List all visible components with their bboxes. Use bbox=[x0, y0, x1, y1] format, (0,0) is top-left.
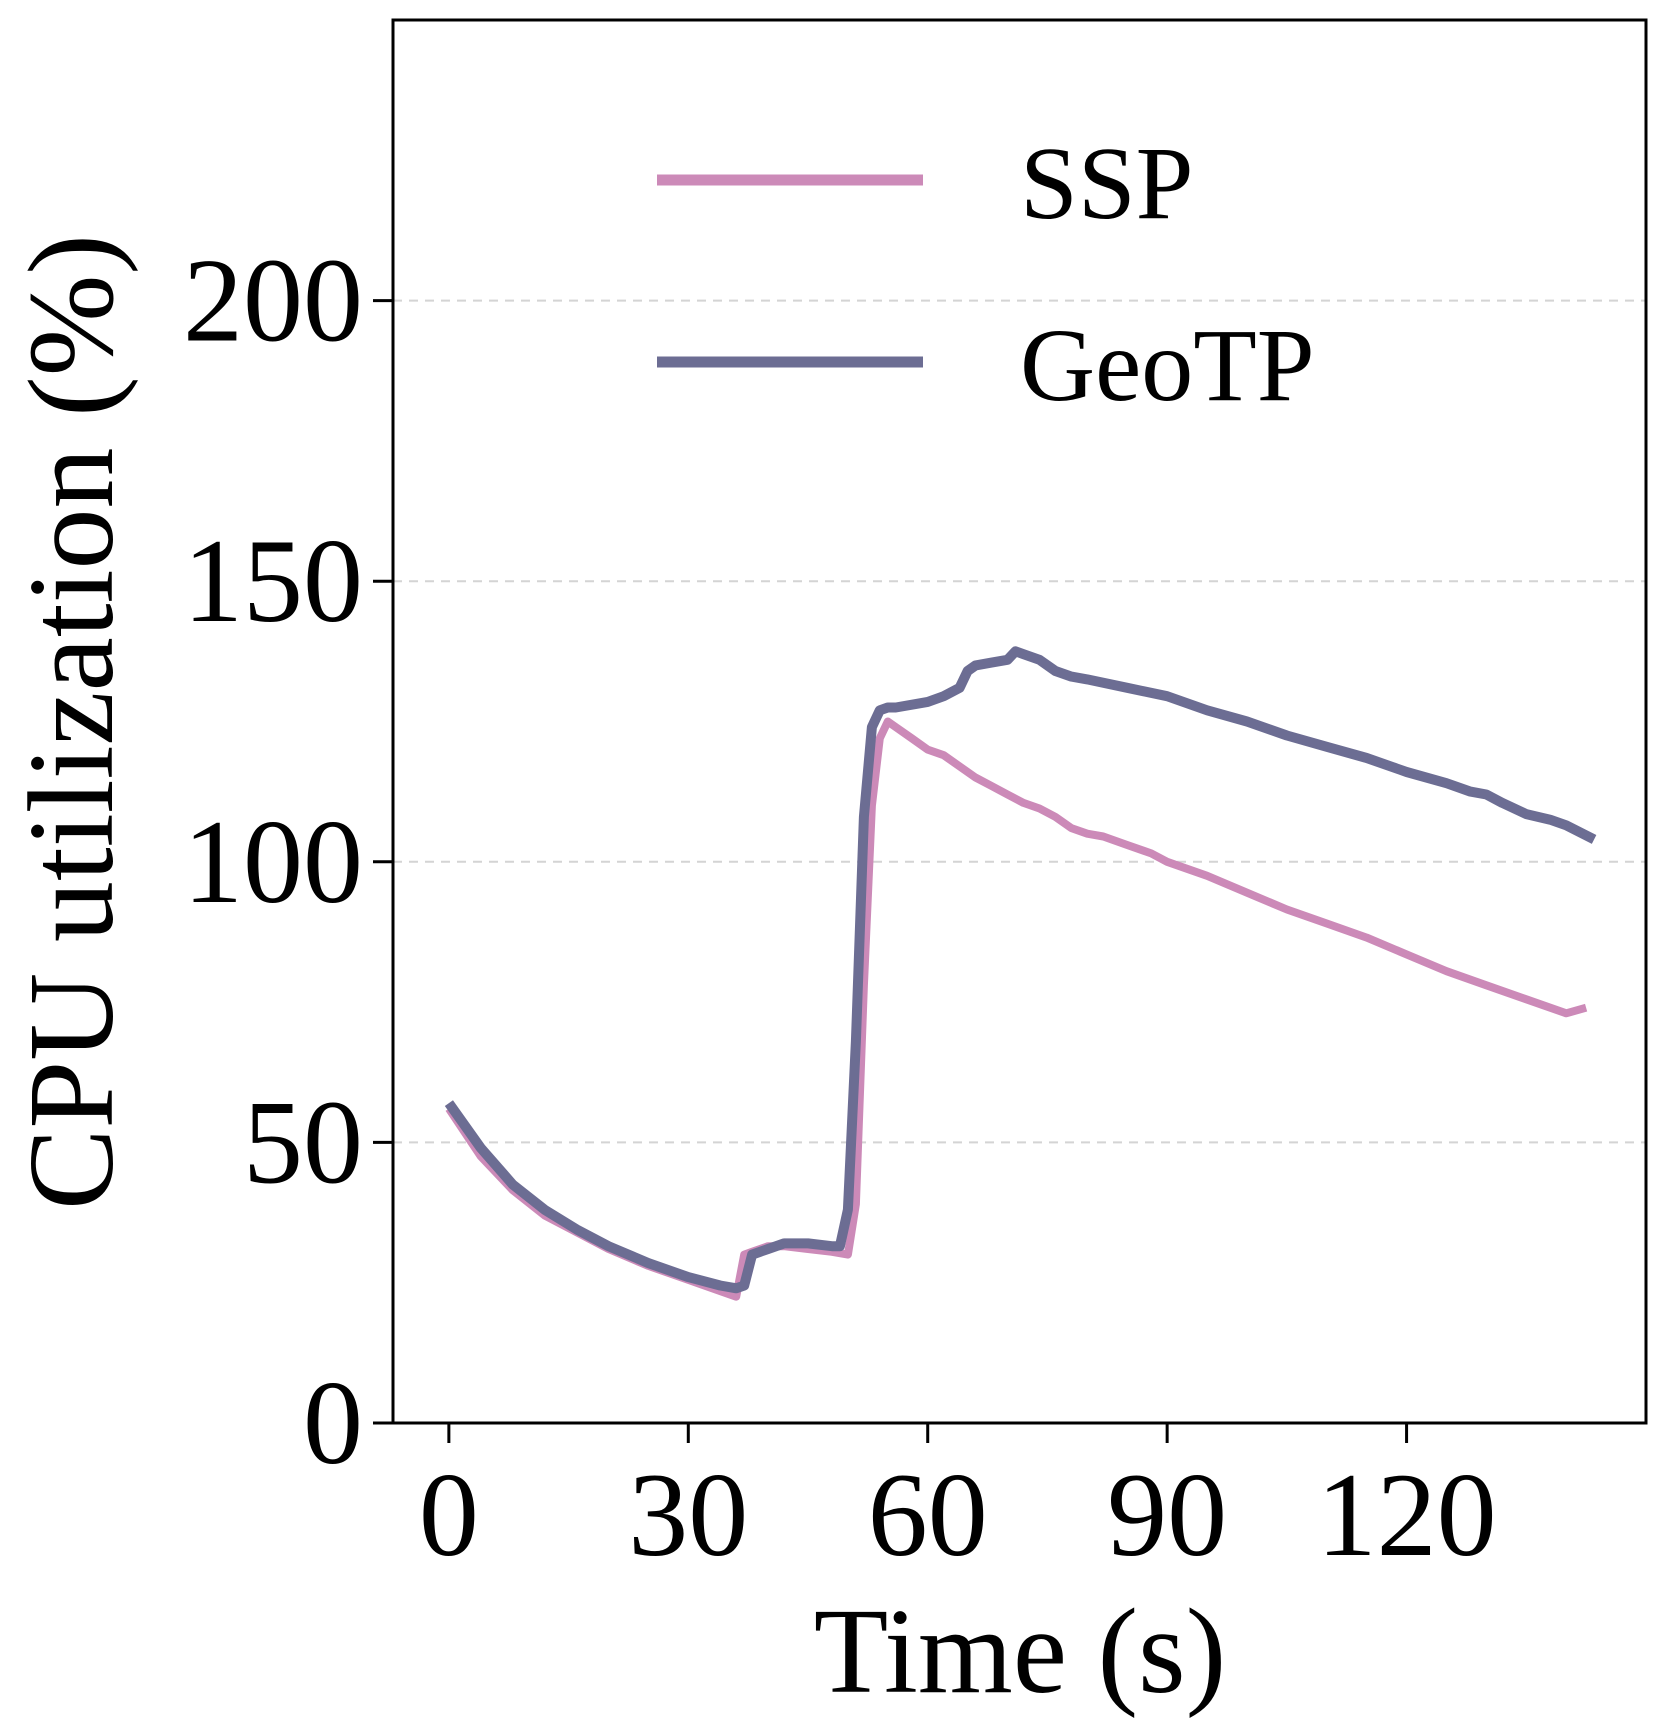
legend: SSP GeoTP bbox=[657, 126, 1315, 423]
axis-ticks bbox=[373, 299, 1409, 1443]
x-tick-label-120: 120 bbox=[1317, 1448, 1497, 1581]
tick-labels: 0 50 100 150 200 0 30 60 90 120 bbox=[183, 234, 1497, 1581]
series-lines bbox=[444, 646, 1597, 1301]
plot-frame bbox=[391, 18, 1648, 1425]
series-line-ssp bbox=[445, 717, 1588, 1301]
y-axis-label: CPU utilization (%) bbox=[4, 234, 139, 1210]
x-tick-label-60: 60 bbox=[868, 1448, 988, 1581]
series-line-geotp bbox=[444, 646, 1597, 1294]
legend-label-geotp: GeoTP bbox=[1020, 308, 1315, 423]
y-tick-label-200: 200 bbox=[183, 234, 363, 367]
y-tick-label-100: 100 bbox=[183, 795, 363, 928]
x-axis-label: Time (s) bbox=[814, 1584, 1226, 1719]
legend-label-ssp: SSP bbox=[1020, 126, 1194, 241]
y-tick-label-50: 50 bbox=[243, 1075, 363, 1208]
x-tick-label-0: 0 bbox=[419, 1448, 479, 1581]
y-tick-label-150: 150 bbox=[183, 514, 363, 647]
grid-lines bbox=[393, 299, 1646, 1144]
y-tick-label-0: 0 bbox=[303, 1356, 363, 1489]
x-tick-label-30: 30 bbox=[628, 1448, 748, 1581]
x-tick-label-90: 90 bbox=[1107, 1448, 1227, 1581]
